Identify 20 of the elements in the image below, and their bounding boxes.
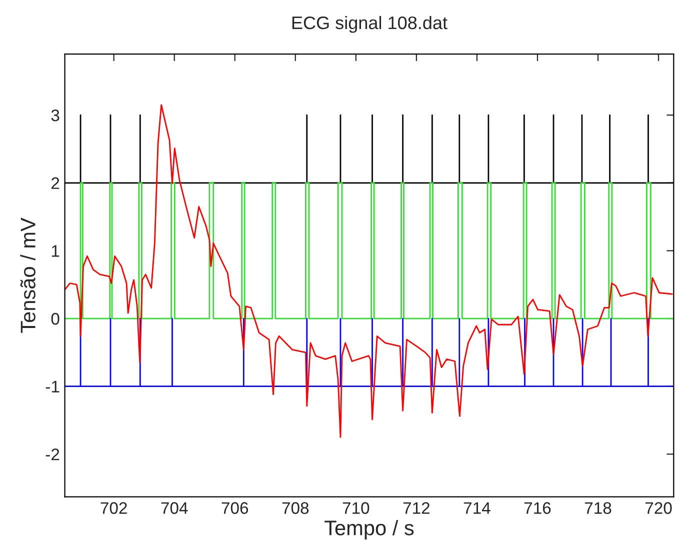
y-tick-label: 1 xyxy=(52,245,60,257)
chart-title: ECG signal 108.dat xyxy=(292,16,448,33)
x-tick-label: 706 xyxy=(222,502,248,514)
x-tick-label: 712 xyxy=(403,502,430,514)
line-series xyxy=(64,104,673,438)
x-tick-label: 718 xyxy=(584,502,612,514)
x-axis-title: Tempo / s xyxy=(324,520,414,540)
x-tick-label: 702 xyxy=(100,502,127,514)
x-tick-label: 708 xyxy=(282,502,309,514)
y-tick-label: 3 xyxy=(51,109,60,122)
y-tick-label: -1 xyxy=(46,380,60,392)
x-tick-label: 710 xyxy=(342,502,370,514)
y-axis-title: Tensão / mV xyxy=(20,218,36,333)
y-tick-label: 2 xyxy=(52,177,60,189)
y-tick-label: 0 xyxy=(51,312,60,325)
x-tick-label: 704 xyxy=(161,502,188,514)
x-tick-label: 716 xyxy=(524,502,551,514)
x-tick-label: 714 xyxy=(464,502,490,514)
x-tick-label: 720 xyxy=(645,502,672,514)
y-tick-label: -2 xyxy=(46,448,60,460)
